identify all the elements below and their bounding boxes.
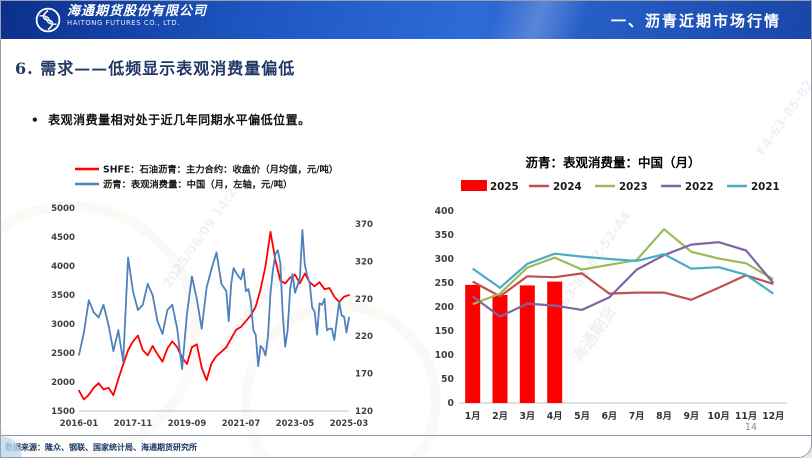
series-SHFE石油沥青主力合约收盘价(月均值): [78, 230, 350, 401]
right-axis-tick: 320: [355, 257, 373, 267]
x-axis-tick: 2019-09: [168, 418, 207, 428]
series-沥青表观消费量中国(月): [78, 229, 350, 371]
haitong-logo-icon: [35, 7, 61, 33]
x-axis-tick: 1月: [465, 411, 481, 422]
x-axis-tick: 2017-11: [114, 418, 153, 428]
y-axis-tick: 400: [435, 206, 455, 217]
x-axis-tick: 10月: [708, 411, 730, 422]
legend-swatch: [461, 180, 487, 191]
x-axis-tick: 12月: [762, 411, 784, 422]
x-axis-tick: 4月: [547, 411, 563, 422]
y-axis-tick: 250: [435, 278, 455, 289]
left-axis-tick: 5000: [51, 204, 75, 214]
x-axis-tick: 6月: [601, 411, 617, 422]
series-2022: [472, 241, 775, 318]
data-source-note: 数据来源：隆众、钢联、国家统计局、海通期货研究所: [5, 442, 197, 452]
corner-accent: [1, 435, 23, 457]
left-axis-tick: 3000: [51, 320, 75, 330]
header-bar: 海通期货股份有限公司 HAITONG FUTURES CO., LTD. 一、沥…: [1, 1, 811, 39]
series-2024: [472, 272, 774, 301]
right-chart-monthly-consumption-by-year: 沥青：表观消费量：中国（月） 2025 2024 2023 2022 2021 0 50 100…: [413, 149, 801, 454]
bar-2025: [547, 281, 563, 403]
right-chart-svg: 沥青：表观消费量：中国（月） 2025 2024 2023 2022 2021 0 50 100…: [435, 155, 787, 422]
right-axis-tick: 120: [355, 407, 373, 417]
y-axis-tick: 300: [435, 254, 455, 265]
left-axis-tick: 3500: [51, 291, 75, 301]
right-axis-tick: 270: [355, 295, 373, 305]
bar-2025: [465, 284, 481, 403]
x-axis-tick: 2月: [492, 411, 508, 422]
company-name-en: HAITONG FUTURES CO., LTD.: [67, 18, 180, 27]
bar-2025: [519, 285, 535, 403]
legend-label: 沥青：表观消费量：中国（月，左轴，元/吨）: [103, 179, 292, 191]
legend-label: 2024: [553, 181, 582, 193]
legend-label: 2022: [685, 181, 714, 193]
bullet-point: • 表观消费量相对处于近几年同期水平偏低位置。: [31, 111, 311, 128]
bullet-text: 表观消费量相对处于近几年同期水平偏低位置。: [48, 113, 311, 127]
page-number: 14: [744, 422, 757, 433]
legend-label: 2021: [751, 181, 780, 193]
y-axis-tick: 200: [435, 302, 455, 313]
legend-label: SHFE：石油沥青：主力合约：收盘价（月均值，元/吨）: [103, 164, 338, 176]
left-axis-tick: 4500: [51, 233, 75, 243]
left-axis-tick: 1500: [51, 407, 75, 417]
page-title: 6. 需求——低频显示表观消费量偏低: [15, 59, 296, 78]
y-axis-tick: 50: [441, 374, 454, 385]
bullet-marker: •: [31, 113, 40, 127]
x-axis-tick: 9月: [683, 411, 699, 422]
watermark-text: F4-63-85-82-52-A4: [753, 38, 812, 159]
x-axis-tick: 2023-05: [276, 418, 315, 428]
x-axis-tick: 3月: [519, 411, 535, 422]
footer-divider: [1, 435, 811, 436]
series-2023: [472, 228, 774, 306]
x-axis-tick: 11月: [735, 411, 757, 422]
x-axis-tick: 7月: [629, 411, 645, 422]
series-2021: [472, 252, 774, 295]
y-axis-tick: 100: [435, 350, 455, 361]
chart-title: 沥青：表观消费量：中国（月）: [525, 155, 700, 170]
section-title: 一、沥青近期市场行情: [610, 12, 781, 30]
x-axis-tick: 2016-01: [60, 418, 99, 428]
right-axis-tick: 370: [355, 220, 373, 230]
x-axis-tick: 2025-03: [330, 418, 369, 428]
bar-2025: [492, 295, 508, 403]
company-identity: 海通期货股份有限公司 HAITONG FUTURES CO., LTD.: [67, 4, 208, 28]
y-axis-tick: 350: [435, 230, 455, 241]
x-axis-tick: 8月: [656, 411, 672, 422]
left-chart-price-vs-consumption: SHFE：石油沥青：主力合约：收盘价（月均值，元/吨） 沥青：表观消费量：中国（月…: [29, 149, 394, 449]
company-name-cn: 海通期货股份有限公司: [67, 4, 208, 19]
x-axis-tick: 5月: [574, 411, 590, 422]
y-axis-tick: 150: [435, 326, 455, 337]
left-axis-tick: 2000: [51, 378, 75, 388]
left-axis-tick: 2500: [51, 349, 75, 359]
x-axis-tick: 2021-07: [222, 418, 261, 428]
left-chart-svg: SHFE：石油沥青：主力合约：收盘价（月均值，元/吨） 沥青：表观消费量：中国（月…: [51, 164, 373, 429]
left-axis-tick: 4000: [51, 262, 75, 272]
right-axis-tick: 220: [355, 332, 373, 342]
legend-label: 2023: [619, 181, 648, 193]
y-axis-tick: 0: [448, 398, 455, 409]
right-axis-tick: 170: [355, 370, 373, 380]
legend-label: 2025: [490, 181, 519, 193]
